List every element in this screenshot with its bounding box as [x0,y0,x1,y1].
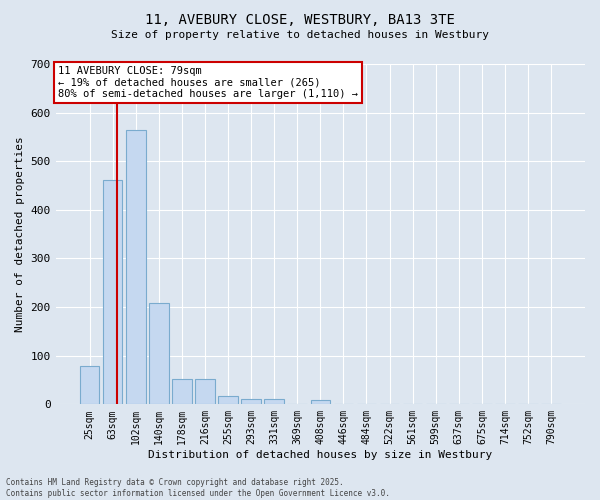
Bar [126,130,146,404]
Bar [80,366,100,405]
Bar [218,396,238,404]
Bar [172,379,191,404]
Text: 11, AVEBURY CLOSE, WESTBURY, BA13 3TE: 11, AVEBURY CLOSE, WESTBURY, BA13 3TE [145,12,455,26]
Bar [265,400,284,404]
Bar [103,180,122,404]
Text: Contains HM Land Registry data © Crown copyright and database right 2025.
Contai: Contains HM Land Registry data © Crown c… [6,478,390,498]
Text: Size of property relative to detached houses in Westbury: Size of property relative to detached ho… [111,30,489,40]
Bar [149,303,169,404]
Bar [311,400,330,404]
Bar [195,379,215,404]
X-axis label: Distribution of detached houses by size in Westbury: Distribution of detached houses by size … [148,450,493,460]
Text: 11 AVEBURY CLOSE: 79sqm
← 19% of detached houses are smaller (265)
80% of semi-d: 11 AVEBURY CLOSE: 79sqm ← 19% of detache… [58,66,358,99]
Bar [241,400,261,404]
Y-axis label: Number of detached properties: Number of detached properties [15,136,25,332]
